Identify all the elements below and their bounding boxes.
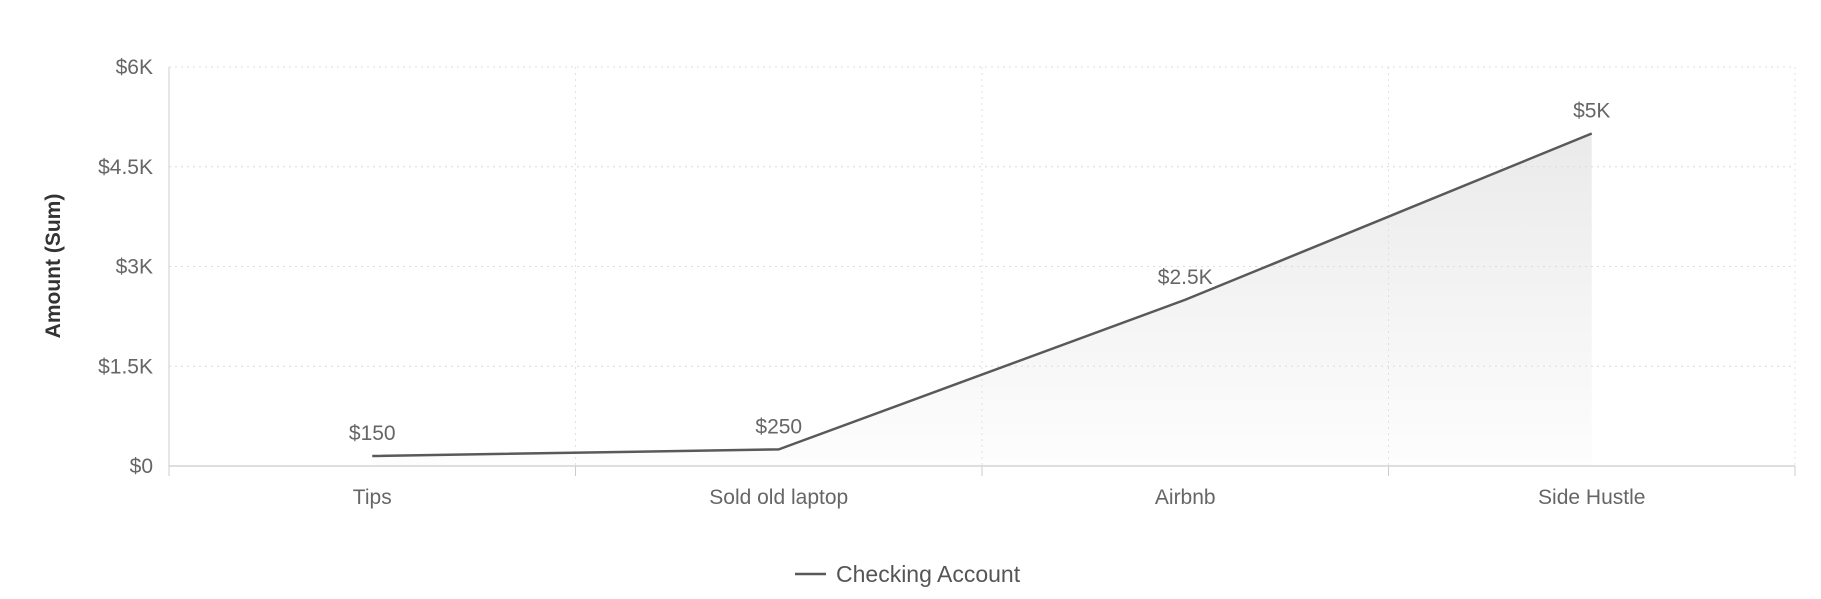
x-tick-label: Tips: [353, 486, 392, 509]
data-label: $150: [349, 422, 396, 445]
data-labels: $150 $250 $2.5K $5K: [349, 100, 1611, 446]
data-label: $250: [755, 415, 802, 438]
legend-label: Checking Account: [836, 561, 1021, 587]
y-tick-label: $6K: [116, 56, 153, 79]
axes: $0 $1.5K $3K $4.5K $6K Tips Sold old laptop Air…: [98, 56, 1796, 509]
data-label: $5K: [1573, 100, 1610, 123]
y-tick-label: $0: [130, 455, 153, 478]
series-line: [372, 132, 1593, 458]
x-tick-label: Sold old laptop: [709, 486, 848, 509]
series-area: [372, 133, 1592, 466]
area-layer: [372, 133, 1592, 466]
data-label: $2.5K: [1158, 266, 1213, 289]
y-axis-title: Amount (Sum): [42, 194, 65, 339]
legend: Checking Account: [795, 561, 1021, 587]
x-tick-label: Airbnb: [1155, 486, 1216, 509]
series-lines: [372, 132, 1593, 458]
y-tick-label: $1.5K: [98, 355, 153, 378]
x-tick-label: Side Hustle: [1538, 486, 1645, 509]
y-tick-label: $3K: [116, 256, 153, 279]
y-tick-label: $4.5K: [98, 156, 153, 179]
